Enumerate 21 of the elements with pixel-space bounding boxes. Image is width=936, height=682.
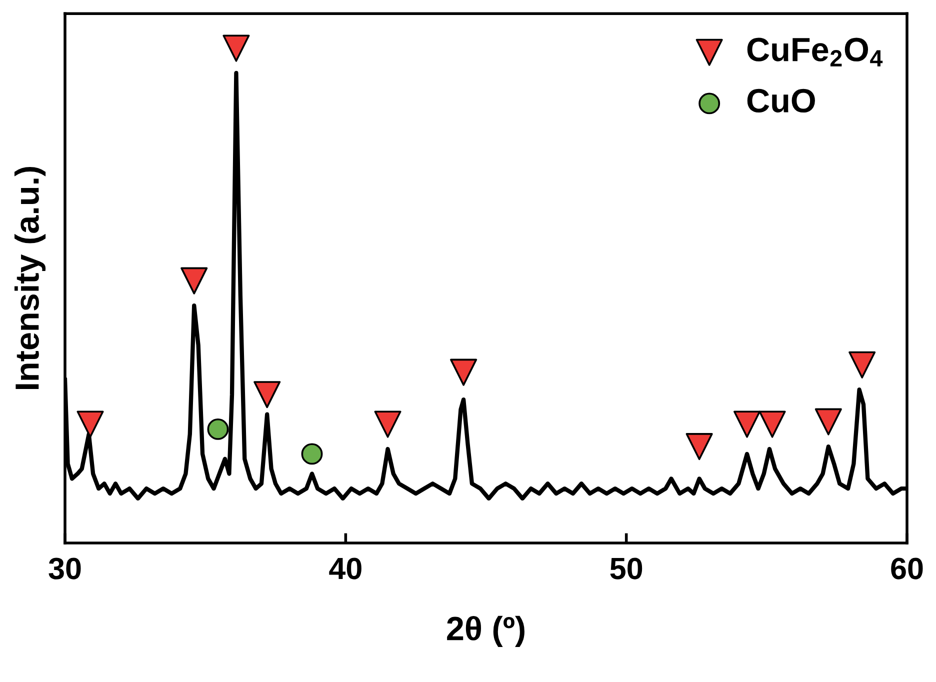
point: [686, 433, 713, 460]
legend-label: CuO: [747, 88, 815, 113]
x-axis-title: 2θ (º): [447, 616, 524, 647]
point: [301, 443, 323, 465]
x-tick-label: 60: [891, 558, 923, 580]
point: [374, 410, 402, 438]
legend-label: CuFe$_{2}$O$_{4}$: [747, 38, 883, 66]
point: [76, 410, 104, 438]
point: [814, 408, 842, 436]
x-tick-label: 30: [48, 558, 81, 580]
point: [207, 418, 229, 440]
point: [734, 410, 761, 438]
x-tick-label: 40: [329, 558, 362, 580]
point: [758, 410, 786, 438]
point: [848, 351, 876, 378]
x-tick-label: 50: [610, 558, 642, 580]
y-axis-title: Intensity (a.u.): [14, 166, 46, 390]
point: [180, 267, 208, 294]
point: [450, 358, 478, 386]
point: [222, 34, 250, 62]
point: [254, 381, 281, 408]
